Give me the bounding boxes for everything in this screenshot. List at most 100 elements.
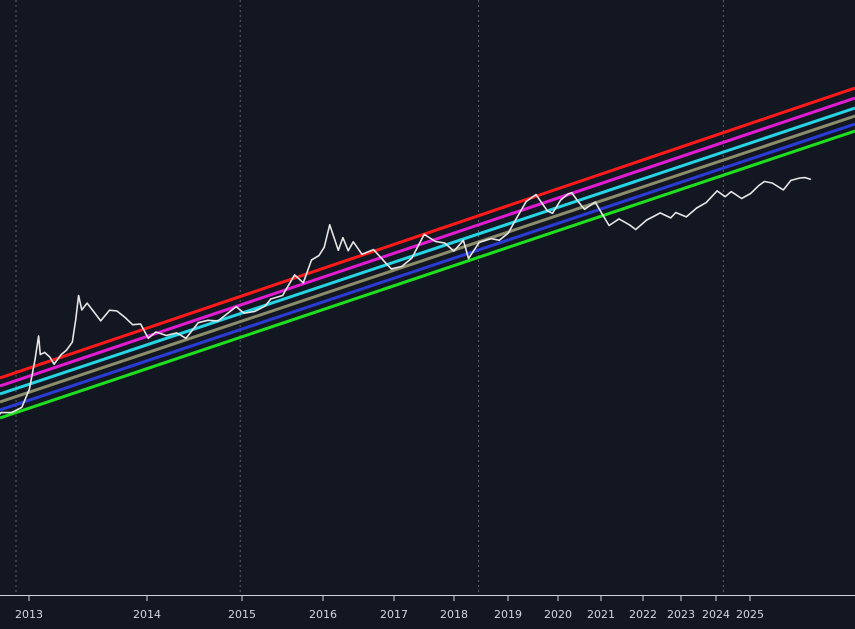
x-tick-label-2019: 2019 <box>494 608 522 621</box>
price-point-36 <box>253 310 256 313</box>
price-point-81 <box>635 228 637 231</box>
x-tick-label-2025: 2025 <box>736 608 764 621</box>
price-point-10 <box>49 356 51 358</box>
price-point-79 <box>618 218 620 220</box>
price-point-72 <box>567 193 569 195</box>
price-point-58 <box>444 242 446 244</box>
price-point-98 <box>782 189 785 191</box>
price-point-38 <box>270 298 272 300</box>
price-point-86 <box>675 211 677 214</box>
price-point-90 <box>716 190 718 192</box>
price-point-20 <box>100 320 102 322</box>
band-line-4 <box>0 114 855 404</box>
price-point-97 <box>771 182 773 184</box>
price-point-91 <box>724 196 726 198</box>
price-point-4 <box>21 406 23 408</box>
price-point-25 <box>140 323 142 325</box>
price-point-46 <box>337 249 339 251</box>
price-point-2 <box>0 412 2 414</box>
price-point-74 <box>577 201 580 203</box>
x-tick-label-2015: 2015 <box>228 608 256 621</box>
price-point-19 <box>93 311 95 313</box>
price-point-23 <box>124 316 126 319</box>
x-axis: 2013 2014 2015 2016 2017 2018 2019 2020 2021 2022… <box>0 595 855 621</box>
price-point-40 <box>294 274 296 276</box>
price-point-54 <box>401 265 403 267</box>
price-point-18 <box>86 302 88 304</box>
price-point-73 <box>571 192 573 194</box>
price-point-94 <box>750 192 752 195</box>
price-point-31 <box>197 322 199 324</box>
band-line-3 <box>0 106 855 396</box>
price-point-99 <box>790 179 792 181</box>
price-point-84 <box>659 212 661 214</box>
price-point-47 <box>342 237 344 239</box>
price-point-42 <box>310 259 313 261</box>
price-point-5 <box>28 388 30 390</box>
price-point-48 <box>347 250 349 252</box>
x-tick-label-2022: 2022 <box>629 608 657 621</box>
price-point-7 <box>38 335 40 337</box>
price-point-101 <box>804 177 806 179</box>
price-point-55 <box>411 257 413 259</box>
price-point-44 <box>323 246 325 248</box>
price-point-53 <box>390 268 392 270</box>
price-point-102 <box>810 178 812 180</box>
x-tick-label-2024: 2024 <box>702 608 730 621</box>
price-point-70 <box>551 212 554 214</box>
band-line-6 <box>0 129 855 420</box>
price-point-78 <box>608 224 610 227</box>
price-point-87 <box>685 216 687 218</box>
rainbow-bands <box>0 86 855 420</box>
price-point-89 <box>705 202 707 204</box>
price-point-41 <box>302 282 304 284</box>
price-point-21 <box>108 309 111 311</box>
price-point-26 <box>147 337 149 339</box>
price-point-85 <box>670 217 672 219</box>
x-tick-label-2016: 2016 <box>309 608 337 621</box>
price-point-11 <box>53 363 55 365</box>
price-point-6 <box>34 359 36 361</box>
price-point-17 <box>81 309 83 311</box>
price-point-30 <box>185 337 187 339</box>
price-point-59 <box>453 250 455 252</box>
price-series <box>0 176 812 416</box>
price-point-75 <box>583 208 586 210</box>
price-point-60 <box>462 239 464 241</box>
price-point-9 <box>44 351 46 353</box>
price-point-92 <box>730 191 732 193</box>
price-point-76 <box>594 201 596 203</box>
price-point-83 <box>654 214 657 217</box>
price-point-52 <box>387 264 389 266</box>
x-tick-label-2020: 2020 <box>544 608 572 621</box>
x-tick-label-2023: 2023 <box>667 608 695 621</box>
price-point-43 <box>318 255 320 257</box>
price-line-1 <box>0 176 811 416</box>
price-point-16 <box>78 294 80 297</box>
x-tick-label-2017: 2017 <box>380 608 408 621</box>
x-tick-label-2014: 2014 <box>133 608 161 621</box>
price-point-62 <box>478 241 480 243</box>
price-point-51 <box>372 249 375 251</box>
price-point-29 <box>176 332 178 334</box>
price-point-67 <box>525 200 527 203</box>
price-point-65 <box>507 232 509 234</box>
x-tick-label-2013: 2013 <box>15 608 43 621</box>
price-point-22 <box>116 310 118 312</box>
price-point-77 <box>602 214 604 216</box>
price-point-66 <box>516 216 518 218</box>
price-point-13 <box>65 349 67 351</box>
price-point-32 <box>207 319 209 321</box>
price-point-57 <box>435 240 437 243</box>
price-point-3 <box>10 412 12 414</box>
x-tick-label-2018: 2018 <box>440 608 468 621</box>
price-point-39 <box>282 294 284 297</box>
price-point-96 <box>763 180 765 183</box>
price-point-37 <box>264 305 266 307</box>
price-point-49 <box>352 241 354 243</box>
price-point-12 <box>60 354 62 356</box>
price-point-28 <box>165 334 167 337</box>
price-point-95 <box>757 185 760 187</box>
